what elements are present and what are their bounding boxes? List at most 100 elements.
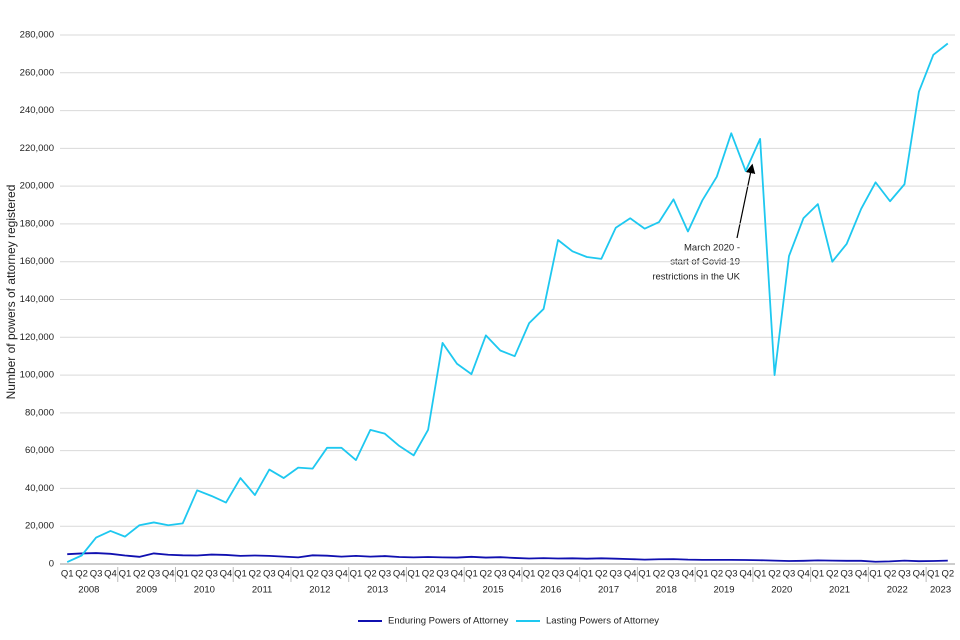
x-tick-label: Q3 [494,569,507,580]
x-group-label: 2009 [136,585,157,596]
x-tick-label: Q2 [364,569,377,580]
x-tick-label: Q4 [855,569,868,580]
x-group-label: 2014 [425,585,446,596]
x-tick-label: Q4 [739,569,752,580]
y-tick-label: 80,000 [25,407,54,418]
x-tick-label: Q1 [927,569,940,580]
y-tick-label: 220,000 [20,143,54,154]
x-tick-label: Q1 [812,569,825,580]
x-group-label: 2020 [771,585,792,596]
x-tick-label: Q3 [725,569,738,580]
x-tick-label: Q3 [436,569,449,580]
x-tick-label: Q2 [826,569,839,580]
x-tick-label: Q4 [508,569,521,580]
x-tick-label: Q1 [234,569,247,580]
y-tick-label: 100,000 [20,370,54,381]
series-line [66,42,949,563]
x-tick-label: Q3 [321,569,334,580]
x-tick-label: Q2 [884,569,897,580]
y-tick-label: 240,000 [20,105,54,116]
x-tick-label: Q2 [249,569,262,580]
x-tick-label: Q3 [90,569,103,580]
annotation: restrictions in the UK [652,272,740,283]
x-group-label: 2022 [887,585,908,596]
x-group-label: 2010 [194,585,215,596]
y-tick-label: 160,000 [20,256,54,267]
x-tick-label: Q2 [537,569,550,580]
y-tick-label: 40,000 [25,483,54,494]
x-tick-label: Q4 [393,569,406,580]
x-tick-label: Q4 [913,569,926,580]
x-tick-label: Q2 [595,569,608,580]
x-tick-label: Q2 [653,569,666,580]
x-tick-label: Q1 [754,569,767,580]
x-tick-label: Q3 [147,569,160,580]
x-tick-label: Q3 [783,569,796,580]
x-group-label: 2019 [713,585,734,596]
x-tick-label: Q3 [898,569,911,580]
x-tick-label: Q1 [869,569,882,580]
x-tick-label: Q1 [638,569,651,580]
series-line [67,552,948,563]
x-group-label: 2018 [656,585,677,596]
x-tick-label: Q3 [667,569,680,580]
y-tick-label: 0 [49,559,54,570]
x-tick-label: Q1 [581,569,594,580]
x-group-label: 2023 [930,585,951,596]
x-tick-label: Q2 [75,569,88,580]
y-tick-label: 140,000 [20,294,54,305]
x-tick-label: Q1 [119,569,132,580]
x-tick-label: Q3 [609,569,622,580]
x-tick-label: Q2 [306,569,319,580]
x-tick-label: Q1 [465,569,478,580]
y-tick-label: 280,000 [20,30,54,41]
y-tick-label: 260,000 [20,67,54,78]
x-tick-label: Q1 [61,569,74,580]
x-tick-label: Q2 [480,569,493,580]
y-tick-label: 180,000 [20,218,54,229]
x-tick-label: Q4 [682,569,695,580]
x-tick-label: Q4 [451,569,464,580]
x-tick-label: Q2 [768,569,781,580]
x-group-label: 2017 [598,585,619,596]
x-group-label: 2013 [367,585,388,596]
x-tick-label: Q4 [104,569,117,580]
x-tick-label: Q1 [176,569,189,580]
y-tick-label: 120,000 [20,332,54,343]
x-tick-label: Q2 [941,569,954,580]
y-axis-label: Number of powers of attorney registered [4,185,18,400]
x-tick-label: Q4 [797,569,810,580]
y-tick-label: 20,000 [25,521,54,532]
x-tick-label: Q4 [277,569,290,580]
x-tick-label: Q1 [292,569,305,580]
annotation: March 2020 - [684,243,740,254]
x-group-label: 2016 [540,585,561,596]
x-tick-label: Q4 [162,569,175,580]
x-group-label: 2012 [309,585,330,596]
x-tick-label: Q4 [624,569,637,580]
x-group-label: 2011 [252,585,272,596]
x-tick-label: Q1 [696,569,709,580]
x-tick-label: Q3 [263,569,276,580]
x-group-label: 2021 [829,585,850,596]
x-tick-label: Q4 [335,569,348,580]
annotation-arrow [736,163,756,239]
x-tick-label: Q4 [566,569,579,580]
x-tick-label: Q4 [220,569,233,580]
x-tick-label: Q2 [710,569,723,580]
x-tick-label: Q1 [407,569,420,580]
x-group-label: 2008 [78,585,99,596]
x-tick-label: Q1 [350,569,363,580]
y-tick-label: 200,000 [20,181,54,192]
x-tick-label: Q2 [133,569,146,580]
x-tick-label: Q3 [840,569,853,580]
x-tick-label: Q2 [422,569,435,580]
x-tick-label: Q2 [191,569,204,580]
legend-label: Lasting Powers of Attorney [546,616,659,627]
legend-label: Enduring Powers of Attorney [388,616,509,627]
x-group-label: 2015 [482,585,503,596]
y-tick-label: 60,000 [25,445,54,456]
x-tick-label: Q1 [523,569,536,580]
x-tick-label: Q3 [552,569,565,580]
